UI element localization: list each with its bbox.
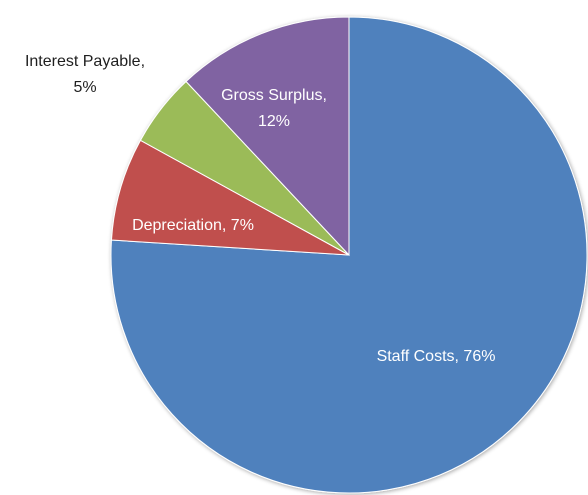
pie-slices	[110, 16, 588, 494]
data-label-gross-surplus-line-2: 12%	[258, 113, 290, 130]
pie-slice-depreciation	[110, 139, 350, 256]
data-label-gross-surplus-line-1: Gross Surplus,	[221, 87, 327, 104]
data-label-staff-costs-line-1: Staff Costs, 76%	[377, 348, 496, 365]
data-label-interest-payable-line-1: Interest Payable,	[25, 53, 145, 70]
pie-slice-gross-surplus	[185, 16, 350, 257]
data-label-interest-payable: Interest Payable, 5%	[25, 53, 145, 96]
data-label-depreciation-line-1: Depreciation, 7%	[132, 217, 254, 234]
data-label-depreciation: Depreciation, 7%	[132, 217, 254, 234]
data-label-gross-surplus: Gross Surplus, 12%	[221, 87, 327, 130]
pie-slice-staff-costs	[110, 16, 588, 494]
data-label-interest-payable-line-2: 5%	[73, 79, 96, 96]
data-label-staff-costs: Staff Costs, 76%	[377, 348, 496, 365]
